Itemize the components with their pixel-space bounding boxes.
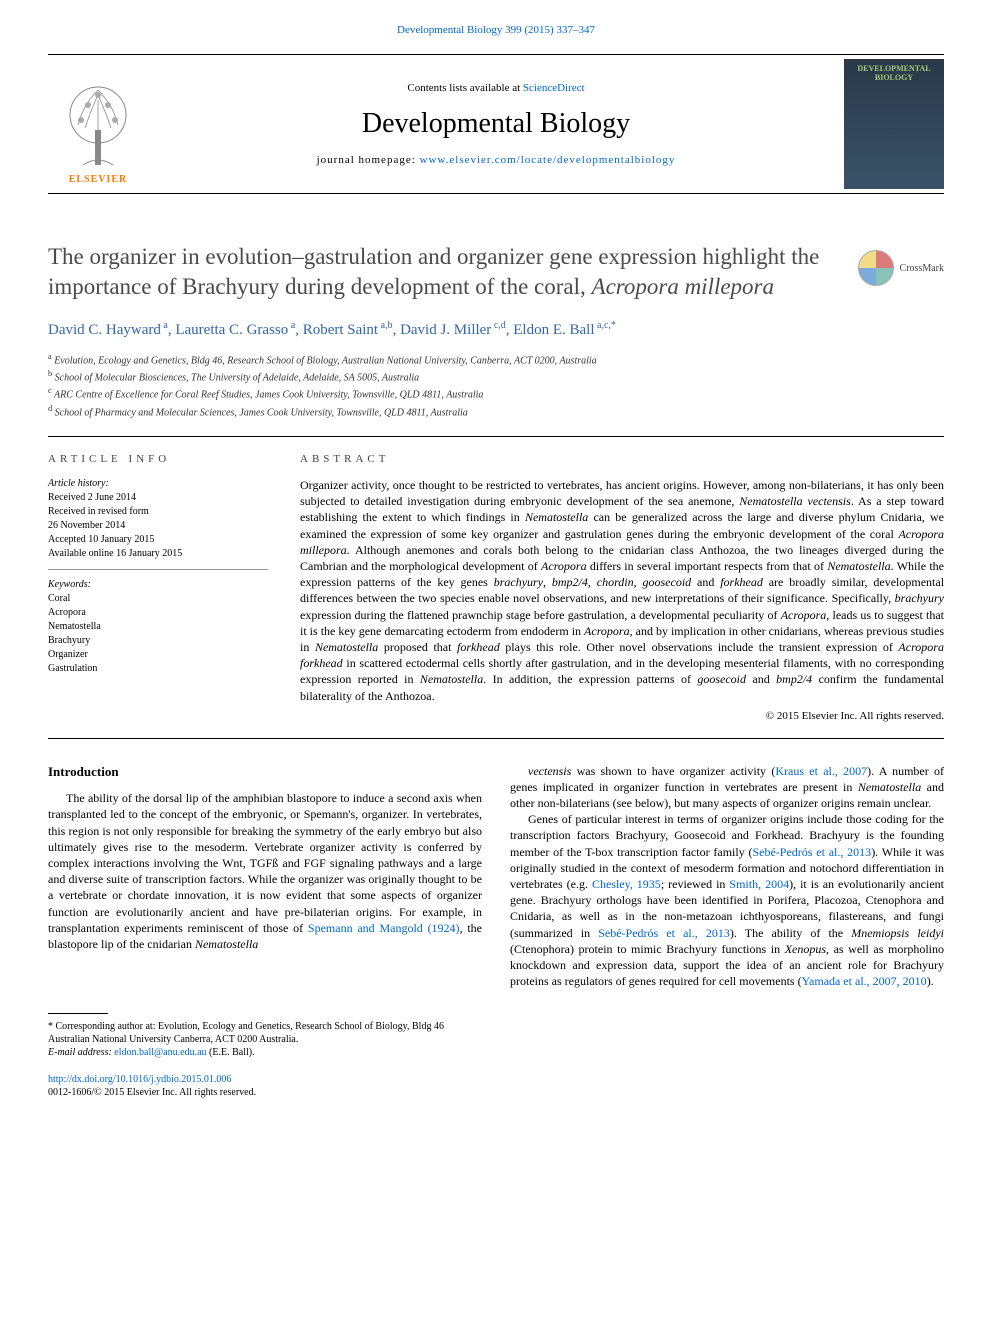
abstract-text: Organizer activity, once thought to be r… [300,477,944,704]
keyword: Organizer [48,648,268,662]
author: David J. Miller c,d [400,322,506,338]
masthead-center: Contents lists available at ScienceDirec… [148,55,844,193]
journal-cover-thumbnail: DEVELOPMENTAL BIOLOGY [844,59,944,189]
keywords-label: Keywords: [48,578,268,592]
crossmark-icon [858,250,894,286]
elsevier-logo: ELSEVIER [48,59,148,189]
history-line: 26 November 2014 [48,519,268,533]
keyword: Gastrulation [48,662,268,676]
divider [48,436,944,437]
crossmark-badge[interactable]: CrossMark [858,250,944,286]
column-left: Introduction The ability of the dorsal l… [48,763,482,990]
history-block: Article history: Received 2 June 2014Rec… [48,477,268,676]
running-header-link[interactable]: Developmental Biology 399 (2015) 337–347 [397,24,595,36]
keyword: Nematostella [48,620,268,634]
intro-para-2: vectensis was shown to have organizer ac… [510,763,944,990]
article-info: ARTICLE INFO Article history: Received 2… [48,453,268,722]
history-line: Available online 16 January 2015 [48,547,268,561]
article-header: The organizer in evolution–gastrulation … [48,242,944,302]
history-line: Accepted 10 January 2015 [48,533,268,547]
affiliation: d School of Pharmacy and Molecular Scien… [48,403,944,420]
elsevier-tree-icon [63,80,133,170]
author: Eldon E. Ball a,c,* [513,322,616,338]
sciencedirect-link[interactable]: ScienceDirect [523,82,585,94]
footnotes: * Corresponding author at: Evolution, Ec… [48,1013,478,1059]
keyword: Acropora [48,606,268,620]
divider [48,738,944,739]
history-line: Received 2 June 2014 [48,491,268,505]
intro-heading: Introduction [48,763,482,781]
article-title: The organizer in evolution–gastrulation … [48,242,944,302]
email-link[interactable]: eldon.ball@anu.edu.au [114,1047,206,1058]
email-line: E-mail address: eldon.ball@anu.edu.au (E… [48,1046,478,1059]
corresponding-author: * Corresponding author at: Evolution, Ec… [48,1020,478,1046]
doi-link[interactable]: http://dx.doi.org/10.1016/j.ydbio.2015.0… [48,1074,231,1085]
keyword: Brachyury [48,634,268,648]
homepage-link[interactable]: www.elsevier.com/locate/developmentalbio… [420,154,676,166]
history-line: Received in revised form [48,505,268,519]
column-right: vectensis was shown to have organizer ac… [510,763,944,990]
history-label: Article history: [48,477,268,491]
abstract-label: ABSTRACT [300,453,944,465]
journal-title: Developmental Biology [148,108,844,140]
affiliation: a Evolution, Ecology and Genetics, Bldg … [48,351,944,368]
keyword: Coral [48,592,268,606]
authors-line: David C. Hayward a, Lauretta C. Grasso a… [48,320,944,339]
contents-line: Contents lists available at ScienceDirec… [148,82,844,94]
author: Lauretta C. Grasso a [175,322,295,338]
body-columns: Introduction The ability of the dorsal l… [48,763,944,990]
running-header: Developmental Biology 399 (2015) 337–347 [48,24,944,36]
article-info-label: ARTICLE INFO [48,453,268,465]
homepage-line: journal homepage: www.elsevier.com/locat… [148,154,844,166]
affiliations: a Evolution, Ecology and Genetics, Bldg … [48,351,944,420]
affiliation: c ARC Centre of Excellence for Coral Ree… [48,385,944,402]
footer: http://dx.doi.org/10.1016/j.ydbio.2015.0… [48,1073,944,1099]
issn-copyright: 0012-1606/© 2015 Elsevier Inc. All right… [48,1087,256,1098]
masthead: ELSEVIER Contents lists available at Sci… [48,54,944,194]
abstract-copyright: © 2015 Elsevier Inc. All rights reserved… [300,710,944,722]
info-abstract-row: ARTICLE INFO Article history: Received 2… [48,453,944,722]
intro-para-1: The ability of the dorsal lip of the amp… [48,790,482,952]
abstract: ABSTRACT Organizer activity, once though… [300,453,944,722]
elsevier-wordmark: ELSEVIER [69,174,128,185]
affiliation: b School of Molecular Biosciences, The U… [48,368,944,385]
author: Robert Saint a,b [303,322,393,338]
author: David C. Hayward a [48,322,168,338]
keywords-list: CoralAcroporaNematostellaBrachyuryOrgani… [48,592,268,676]
